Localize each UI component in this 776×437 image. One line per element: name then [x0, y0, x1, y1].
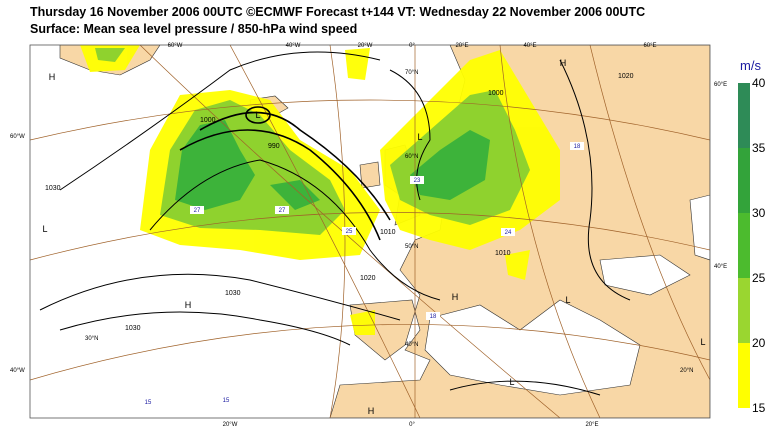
pressure-center: H [185, 300, 192, 310]
wind-label-box [426, 312, 440, 320]
pressure-center: L [509, 377, 514, 387]
lon-label: 20°E [455, 43, 468, 49]
colorbar-segment [738, 148, 750, 213]
colorbar-label: 20 [752, 336, 766, 350]
wind-label-box [275, 206, 289, 214]
isobar-label: 1000 [488, 90, 504, 97]
wind-label-box [570, 142, 584, 150]
wind-label-box [342, 227, 356, 235]
isobar-label: 1030 [45, 185, 61, 192]
lon-label: 60°W [168, 43, 183, 49]
wind-label-box [501, 228, 515, 236]
lat-label: 40°W [10, 368, 25, 374]
lat-label: 20°N [680, 368, 693, 374]
lat-label: 60°N [405, 154, 418, 160]
wind-label-box [219, 396, 233, 404]
lat-label: 50°N [405, 244, 418, 250]
colorbar-unit: m/s [740, 58, 761, 73]
title: Thursday 16 November 2006 00UTC ©ECMWF F… [30, 5, 646, 19]
wind-label: 24 [505, 230, 512, 236]
lon-label: 20°W [358, 43, 373, 49]
lat-label: 40°N [405, 342, 418, 348]
lon-label: 60°E [643, 43, 656, 49]
lon-label: 40°E [523, 43, 536, 49]
isobar-label: 1030 [225, 290, 241, 297]
lon-label: 0° [409, 422, 415, 428]
lon-label: 40°W [286, 43, 301, 49]
lat-label: 70°N [405, 70, 418, 76]
lat-label: 30°N [85, 336, 98, 342]
subtitle: Surface: Mean sea level pressure / 850-h… [30, 22, 358, 36]
isobar-label: 1020 [360, 275, 376, 282]
wind-label: 15 [223, 398, 230, 404]
lat-label: 60°E [714, 82, 727, 88]
pressure-center: L [255, 110, 260, 120]
colorbar-segment [738, 278, 750, 343]
colorbar-segment [738, 343, 750, 408]
pressure-center: H [49, 72, 56, 82]
pressure-center: L [42, 224, 47, 234]
lon-label: 0° [409, 43, 415, 49]
lat-label: 60°W [10, 134, 25, 140]
colorbar-label: 30 [752, 206, 766, 220]
wind-label: 18 [574, 144, 581, 150]
colorbar-label: 25 [752, 271, 766, 285]
wind-label: 18 [430, 314, 437, 320]
isobars [39, 51, 631, 396]
wind-label: 27 [194, 208, 201, 214]
colorbar-segment [738, 213, 750, 278]
isobar-label: 990 [268, 143, 280, 150]
isobar-label: 1010 [495, 250, 511, 257]
wind-label: 25 [346, 229, 353, 235]
wind-label: 27 [279, 208, 286, 214]
isobar-label: 1000 [200, 117, 216, 124]
pressure-center: L [565, 295, 570, 305]
wind-label: 15 [145, 400, 152, 406]
pressure-center: L [417, 132, 422, 142]
colorbar-label: 15 [752, 401, 766, 415]
wind-label-box [410, 176, 424, 184]
wind-label: 23 [414, 178, 421, 184]
lat-label: 40°E [714, 264, 727, 270]
wind-label-box [141, 398, 155, 406]
graticule [30, 45, 710, 418]
pressure-center: H [368, 406, 375, 416]
wind-label-box [190, 206, 204, 214]
pressure-center: H [560, 58, 567, 68]
colorbar-label: 40 [752, 76, 766, 90]
colorbar-segment [738, 83, 750, 148]
colorbar-label: 35 [752, 141, 766, 155]
isobar-label: 1010 [380, 229, 396, 236]
isobar-label: 1030 [125, 325, 141, 332]
lon-label: 20°E [585, 422, 598, 428]
isobar-label: 1020 [618, 73, 634, 80]
map-area [30, 45, 710, 418]
pressure-center: L [700, 337, 705, 347]
map-frame [29, 44, 711, 419]
pressure-center: H [452, 292, 459, 302]
lon-label: 20°W [223, 422, 238, 428]
